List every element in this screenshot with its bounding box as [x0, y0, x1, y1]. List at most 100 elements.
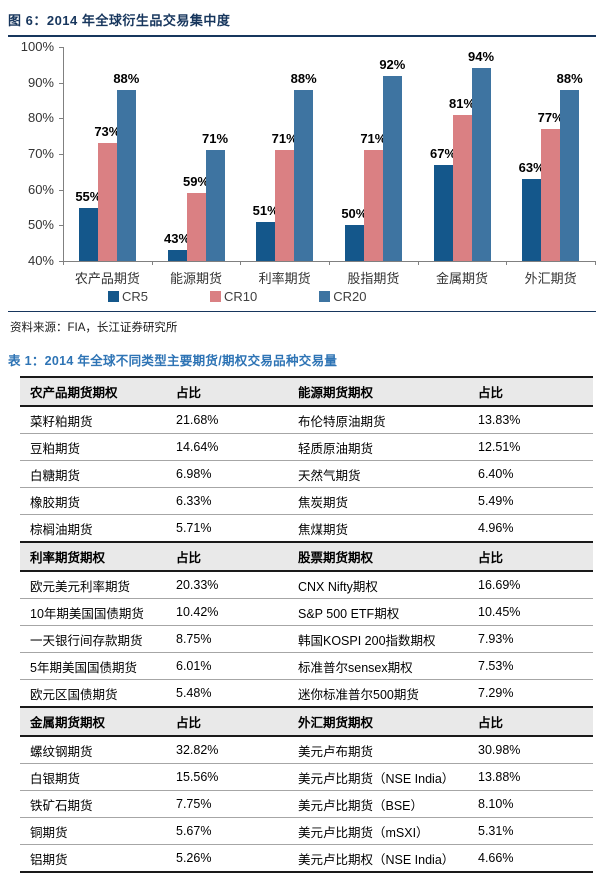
bar-value-label: 51% [252, 202, 279, 218]
table-header-cell: 占比 [168, 706, 290, 737]
bar-value-label: 73% [94, 124, 121, 140]
chart-legend: CR5 CR10 CR20 [108, 289, 367, 304]
table-cell: 7.29% [422, 679, 593, 708]
table-row: 白银期货 15.56% 美元卢比期货（NSE India） 13.88% [20, 763, 593, 791]
volume-table: 农产品期货期权 占比 能源期货期权 占比 菜籽粕期货 21.68% 布伦特原油期货 13.83… [20, 376, 593, 873]
table-cell: 6.01% [168, 652, 290, 680]
table-cell: 美元卢比期货（BSE） [290, 790, 423, 818]
table-cell: 7.75% [168, 790, 290, 818]
bar-value-label: 71% [360, 131, 387, 147]
table-header-cell: 农产品期货期权 [20, 376, 168, 407]
legend-label: CR10 [224, 289, 258, 304]
x-category-label: 金属期货 [435, 271, 488, 286]
table-cell: 菜籽粕期货 [20, 406, 168, 434]
bar-cr20 [560, 89, 580, 261]
table-row: 铁矿石期货 7.75% 美元卢比期货（BSE） 8.10% [20, 790, 593, 818]
legend-label: CR5 [122, 289, 149, 304]
bar-chart: 100% 90% 80% 70% 60% 50% 40% 55% 73% 88% 农产品期货 43% 5… [8, 39, 602, 311]
table-cell: 5.67% [168, 817, 290, 845]
table-cell: 5.49% [422, 487, 593, 515]
table-cell: 14.64% [168, 433, 290, 461]
bar-cr5 [167, 250, 187, 261]
table-cell: 天然气期货 [290, 460, 422, 488]
bar-value-label: 77% [537, 110, 564, 126]
x-category-label: 能源期货 [169, 271, 222, 286]
table-cell: 豆粕期货 [20, 433, 168, 461]
table-cell: 5.31% [422, 817, 593, 845]
x-category-label: 利率期货 [258, 271, 311, 286]
x-tick-mark [151, 261, 153, 265]
table-row: 橡胶期货 6.33% 焦炭期货 5.49% [20, 487, 593, 515]
table-cell: 6.98% [168, 460, 290, 488]
legend-label: CR20 [333, 289, 367, 304]
table-cell: CNX Nifty期权 [290, 571, 422, 599]
bar-cr20 [471, 68, 491, 261]
x-category-label: 外汇期货 [524, 271, 577, 286]
table-cell: 12.51% [422, 433, 593, 461]
table-cell: 韩国KOSPI 200指数期权 [290, 625, 436, 653]
x-tick-mark [417, 261, 419, 265]
y-tick-label: 90% [27, 74, 54, 90]
table-cell: 8.10% [422, 790, 593, 818]
y-tick-mark [59, 154, 63, 155]
x-tick-mark [595, 261, 596, 265]
table-header-row: 利率期货期权 占比 股票期货期权 占比 [20, 541, 593, 572]
bar-cr5 [522, 178, 542, 261]
y-tick-label: 100% [20, 39, 54, 54]
bar-cr10 [541, 129, 561, 261]
x-tick-mark [506, 261, 508, 265]
table-cell: 美元卢布期货 [290, 736, 422, 764]
table-cell: 铝期货 [20, 844, 168, 873]
bar-cr5 [78, 207, 98, 261]
table-cell: 10.45% [422, 598, 593, 626]
y-tick-label: 40% [27, 253, 54, 268]
y-tick-mark [59, 189, 63, 191]
bar-value-label: 67% [429, 145, 457, 161]
bar-cr5 [344, 225, 364, 261]
x-category-label: 股指期货 [347, 271, 400, 286]
bar-value-label: 88% [290, 70, 317, 86]
bar-cr10 [275, 150, 295, 261]
y-tick-mark [59, 47, 63, 48]
legend-swatch-icon [210, 291, 222, 302]
x-tick-mark [240, 261, 242, 265]
y-tick-mark [59, 82, 63, 84]
table-header-cell: 能源期货期权 [290, 376, 422, 407]
table-row: 螺纹钢期货 32.82% 美元卢布期货 30.98% [20, 736, 593, 764]
table-cell: 5.71% [168, 514, 290, 543]
table-cell: 铜期货 [20, 817, 168, 845]
table-cell: 4.66% [422, 844, 593, 873]
legend-item-cr10: CR10 [210, 289, 257, 304]
table-cell: 8.75% [168, 625, 290, 653]
bar-cr20 [294, 89, 314, 261]
table-cell: 6.33% [168, 487, 290, 515]
table-row: 铝期货 5.26% 美元卢比期权（NSE India） 4.66% [20, 844, 593, 873]
table-cell: 欧元美元利率期货 [20, 571, 168, 599]
table-cell: 白糖期货 [20, 460, 168, 488]
table-cell: 13.88% [422, 763, 593, 791]
bar-value-label: 71% [201, 131, 229, 147]
table-cell: 5.26% [168, 844, 290, 873]
bar-value-label: 71% [271, 131, 298, 147]
bar-value-label: 94% [467, 49, 495, 65]
chart-bottom-divider [8, 311, 596, 312]
bar-cr5 [433, 164, 453, 261]
legend-swatch-icon [319, 291, 331, 302]
bar-value-label: 50% [341, 206, 368, 222]
table-cell: 铁矿石期货 [20, 790, 168, 818]
bar-cr20 [116, 89, 136, 261]
bar-cr10 [97, 143, 117, 261]
table-cell: 美元卢比期货（mSXI） [290, 817, 429, 845]
table-cell: 迷你标准普尔500期货 [290, 679, 422, 708]
table-header-cell: 占比 [422, 706, 593, 737]
table-cell: 美元卢比期权（NSE India） [290, 844, 454, 873]
table-cell: 焦煤期货 [290, 514, 422, 543]
bar-value-label: 63% [518, 159, 545, 175]
bar-cr10 [186, 193, 206, 261]
table-row: 棕榈油期货 5.71% 焦煤期货 4.96% [20, 514, 593, 543]
table-cell: 7.53% [422, 652, 593, 680]
bar-cr10 [452, 114, 472, 261]
bar-value-label: 43% [163, 231, 191, 247]
table-header-row: 金属期货期权 占比 外汇期货期权 占比 [20, 706, 593, 737]
